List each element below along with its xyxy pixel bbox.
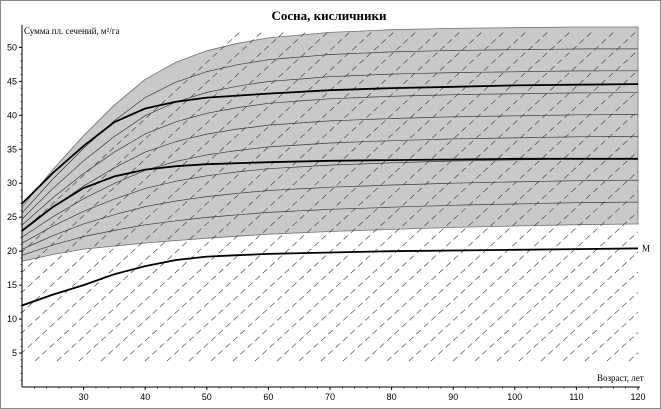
chart-title: Сосна, кисличники [272, 8, 387, 23]
x-tick-label: 30 [79, 392, 89, 402]
family-curve [22, 179, 638, 250]
family-curve [22, 201, 638, 256]
y-tick-label: 45 [7, 76, 17, 86]
diagonal-guide [386, 130, 638, 362]
diagonal-guide [276, 30, 638, 362]
diagonal-guide [22, 30, 242, 233]
x-tick-label: 70 [325, 392, 335, 402]
diagonal-guide [56, 30, 418, 362]
diagonal-guide [78, 30, 440, 362]
y-tick-label: 25 [7, 212, 17, 222]
x-tick-label: 90 [448, 392, 458, 402]
x-tick-label: 80 [387, 392, 397, 402]
x-tick-label: 50 [202, 392, 212, 402]
diagonal-guide [496, 231, 638, 362]
diagonal-guide [34, 30, 396, 362]
y-axis-label: Сумма пл. сечений, м²/га [24, 26, 119, 36]
diagonal-guide [22, 30, 264, 253]
series-line [22, 83, 638, 205]
lines-layer [22, 30, 660, 362]
diagonal-guide [166, 30, 528, 362]
diagonal-guide [122, 30, 484, 362]
x-tick-label: 100 [507, 392, 522, 402]
diagonal-guide [320, 70, 638, 362]
diagonal-guide [254, 30, 616, 362]
band-layer [21, 26, 639, 262]
diagonal-guide [22, 30, 308, 293]
x-tick-label: 120 [630, 392, 645, 402]
diagonal-guide [430, 170, 638, 362]
y-tick-label: 20 [7, 246, 17, 256]
family-curve [22, 92, 638, 226]
y-tick-label: 40 [7, 110, 17, 120]
diagonal-guide [364, 110, 638, 362]
diagonal-guide [22, 30, 286, 273]
diagonal-guide [298, 49, 638, 362]
y-tick-label: 30 [7, 178, 17, 188]
line-end-label: М [642, 243, 650, 253]
diagonal-guide [540, 271, 638, 362]
diagonal-guide [188, 30, 550, 362]
diagonal-guide [474, 211, 638, 362]
x-tick-label: 110 [569, 392, 583, 402]
y-tick-label: 5 [12, 348, 17, 358]
series-line [22, 157, 638, 232]
axes-layer: 5 10 15 20 25 30 35 40 45 50 30 40 50 60 70 80 90 100 110 1… [7, 25, 646, 402]
family-curve [22, 136, 638, 238]
diagonal-guide [342, 90, 638, 362]
diagonal-guide [518, 251, 638, 362]
y-tick-label: 15 [7, 280, 17, 290]
diagonal-guide [22, 30, 374, 354]
family-curve [22, 70, 638, 220]
diagonal-guide [452, 191, 638, 362]
shaded-band [21, 26, 639, 262]
diagonal-guide [22, 30, 352, 333]
diagonal-guide [100, 30, 462, 362]
family-curve [22, 114, 638, 232]
series-line [22, 247, 638, 307]
diagonal-guide [210, 30, 572, 362]
x-axis-label: Возраст, лет [597, 373, 644, 383]
family-curve [22, 48, 638, 214]
diagonal-guide [232, 30, 594, 362]
y-tick-label: 35 [7, 144, 17, 154]
diagonal-guide [22, 30, 330, 313]
x-tick-label: 40 [140, 392, 150, 402]
diagonal-guide [651, 31, 660, 361]
diagonal-guide [562, 291, 638, 362]
x-tick-label: 60 [263, 392, 273, 402]
diagonal-guide [144, 30, 506, 362]
y-tick-label: 50 [7, 42, 17, 52]
diagonal-guide [408, 150, 638, 362]
y-tick-label: 10 [7, 314, 17, 324]
